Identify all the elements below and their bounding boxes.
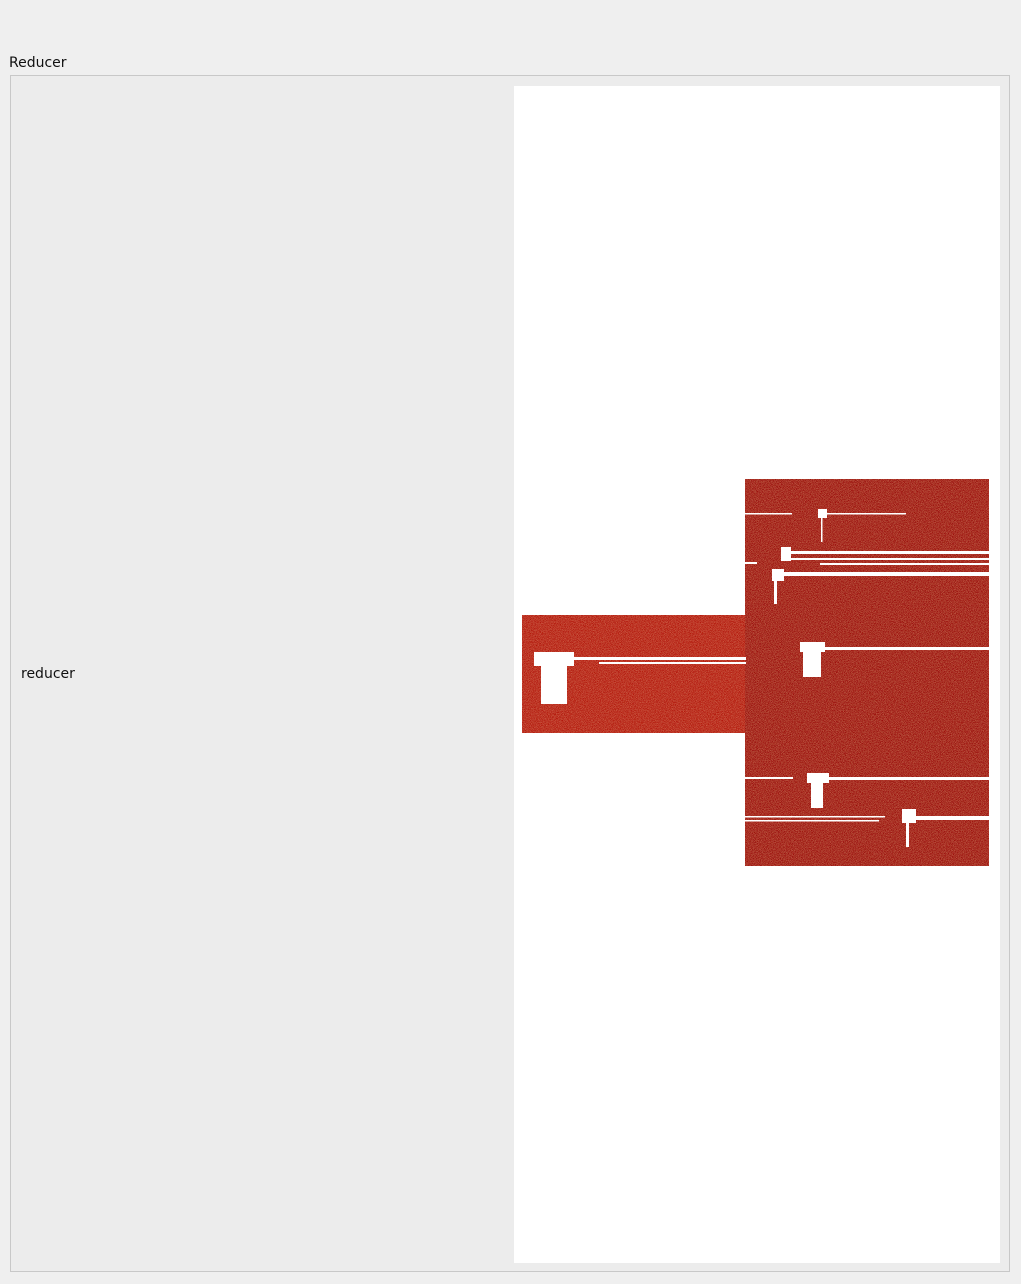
reducer-preview-canvas[interactable]: [514, 86, 1000, 1263]
reducer-preview-svg: [522, 479, 989, 866]
reducer-label: reducer: [21, 666, 75, 682]
large-section-features: [745, 509, 989, 847]
reducer-group-box: reducer: [10, 75, 1010, 1272]
reducer-large-section: [745, 479, 989, 866]
small-section-features: [534, 652, 746, 704]
group-title: Reducer: [9, 55, 67, 71]
